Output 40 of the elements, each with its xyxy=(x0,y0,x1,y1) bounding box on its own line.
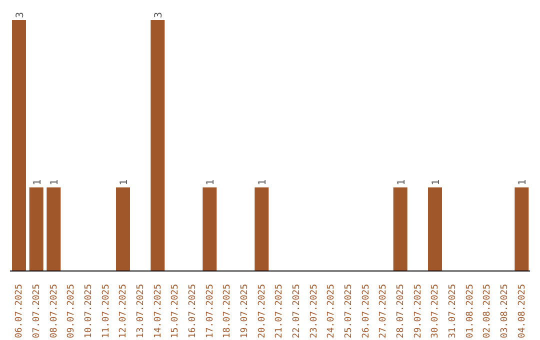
data-label: 1 xyxy=(518,179,529,186)
data-label: 1 xyxy=(396,179,408,186)
x-tick-label: 03.08.2025 xyxy=(500,284,510,338)
x-tick-label: 19.07.2025 xyxy=(240,284,250,338)
x-tick-label: 07.07.2025 xyxy=(32,284,42,338)
x-tick-label: 24.07.2025 xyxy=(326,284,337,338)
x-tick-label: 17.07.2025 xyxy=(205,284,216,338)
x-tick-label: 30.07.2025 xyxy=(430,284,441,338)
x-tick-label: 02.08.2025 xyxy=(482,284,493,338)
data-label: 1 xyxy=(206,179,217,186)
x-tick-label: 20.07.2025 xyxy=(257,284,268,338)
x-tick-label: 04.08.2025 xyxy=(517,284,528,338)
x-tick-label: 28.07.2025 xyxy=(396,284,406,338)
data-label: 1 xyxy=(32,179,44,186)
data-label: 3 xyxy=(15,12,26,18)
x-tick-label: 27.07.2025 xyxy=(378,284,389,338)
x-tick-label: 01.08.2025 xyxy=(465,284,476,338)
x-tick-label: 25.07.2025 xyxy=(344,284,354,338)
x-tick-label: 15.07.2025 xyxy=(170,284,181,338)
x-tick-label: 29.07.2025 xyxy=(413,284,424,338)
x-tick-label: 31.07.2025 xyxy=(448,284,458,338)
x-tick-label: 26.07.2025 xyxy=(361,284,372,338)
x-tick-label: 11.07.2025 xyxy=(101,284,112,338)
x-tick-label: 23.07.2025 xyxy=(309,284,320,338)
data-label: 1 xyxy=(50,179,61,186)
data-label: 1 xyxy=(258,179,269,186)
x-tick-label: 08.07.2025 xyxy=(49,284,60,338)
x-tick-label: 09.07.2025 xyxy=(66,284,77,338)
x-tick-label: 10.07.2025 xyxy=(84,284,94,338)
x-tick-label: 06.07.2025 xyxy=(14,284,25,338)
x-tick-label: 14.07.2025 xyxy=(153,284,164,338)
x-tick-label: 13.07.2025 xyxy=(136,284,146,338)
data-label: 1 xyxy=(431,179,442,186)
x-tick-label: 18.07.2025 xyxy=(222,284,233,338)
data-label: 3 xyxy=(154,12,165,18)
x-tick-label: 22.07.2025 xyxy=(292,284,302,338)
data-label: 1 xyxy=(119,179,130,186)
x-tick-label: 21.07.2025 xyxy=(274,284,285,338)
x-tick-label: 16.07.2025 xyxy=(188,284,198,338)
x-tick-label: 12.07.2025 xyxy=(118,284,129,338)
